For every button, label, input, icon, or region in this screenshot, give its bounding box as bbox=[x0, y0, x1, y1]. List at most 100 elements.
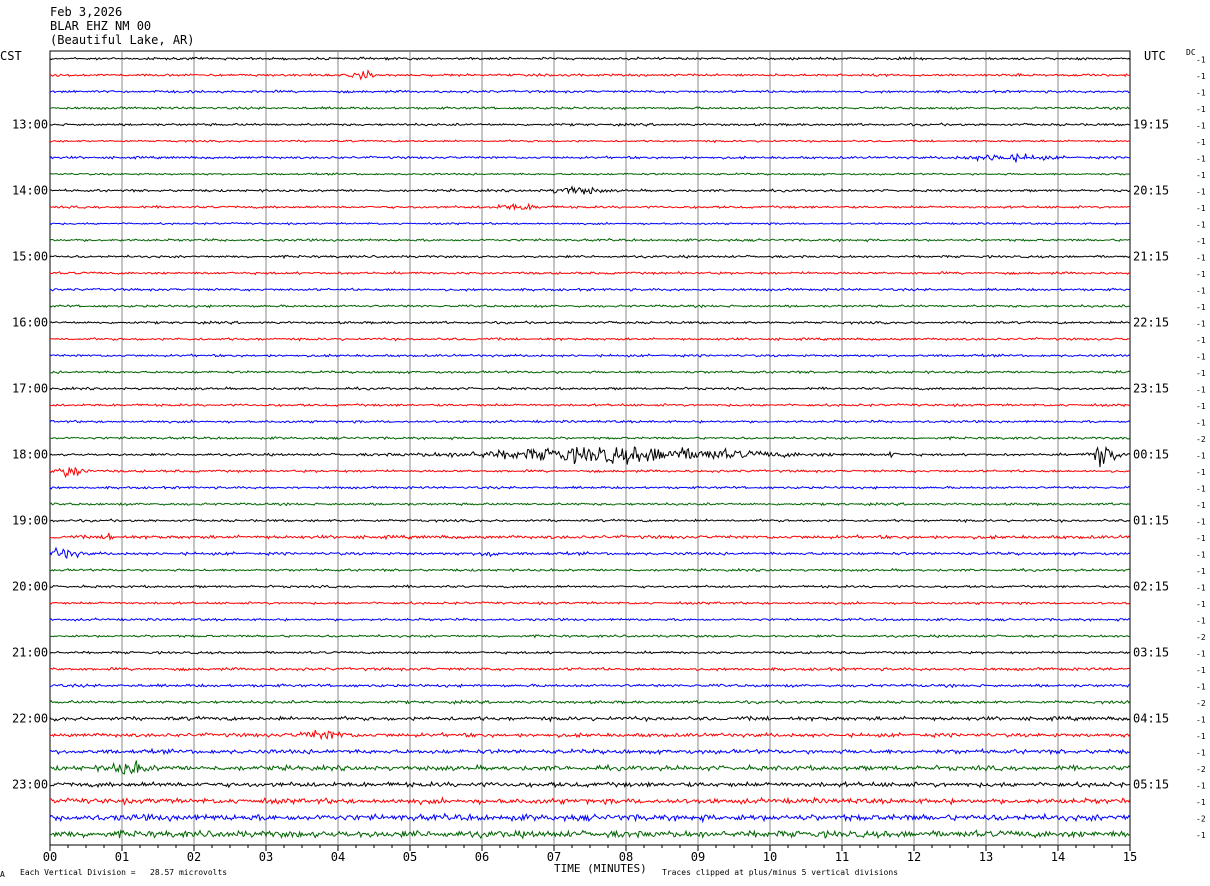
left-hour-label: 23:00 bbox=[12, 778, 48, 792]
dc-offset-label: -1 bbox=[1196, 683, 1206, 692]
plot-grid bbox=[49, 50, 1131, 851]
dc-offset-label: -1 bbox=[1196, 666, 1206, 675]
dc-offset-label: -2 bbox=[1196, 699, 1206, 708]
dc-offset-label: -1 bbox=[1196, 353, 1206, 362]
dc-offset-label: -1 bbox=[1196, 72, 1206, 81]
station-location: (Beautiful Lake, AR) bbox=[50, 33, 195, 47]
seismic-trace bbox=[49, 747, 1131, 756]
seismic-trace bbox=[49, 780, 1131, 789]
dc-offset-label: -1 bbox=[1196, 468, 1206, 477]
plot-date: Feb 3,2026 bbox=[50, 5, 123, 19]
right-hour-label: 03:15 bbox=[1133, 646, 1169, 660]
dc-offset-label: -1 bbox=[1196, 188, 1206, 197]
seismic-trace bbox=[49, 485, 1131, 490]
right-hour-label: 02:15 bbox=[1133, 580, 1169, 594]
dc-offset-label: -1 bbox=[1196, 287, 1206, 296]
seismic-trace bbox=[49, 106, 1131, 111]
scale-note: Each Vertical Division = 28.57 microvolt… bbox=[20, 868, 228, 877]
x-tick-label: 05 bbox=[403, 850, 417, 864]
seismic-trace bbox=[49, 122, 1131, 127]
dc-offset-label: -2 bbox=[1196, 435, 1206, 444]
x-tick-label: 06 bbox=[475, 850, 489, 864]
dc-offset-label: -1 bbox=[1196, 320, 1206, 329]
x-tick-label: 08 bbox=[619, 850, 633, 864]
station-code: BLAR EHZ NM 00 bbox=[50, 19, 152, 33]
dc-offset-label: -1 bbox=[1196, 617, 1206, 626]
seismic-trace bbox=[49, 546, 1131, 559]
dc-offset-label: -1 bbox=[1196, 452, 1206, 461]
axis-labels: 00 01 02 03 04 05 06 07 08 09 10 11 12 13 14 15 -1 -1 -1 -1… bbox=[12, 56, 1206, 864]
seismic-trace bbox=[49, 715, 1131, 723]
corner-mark: A bbox=[0, 870, 5, 879]
seismic-trace bbox=[49, 466, 1131, 479]
left-hour-label: 16:00 bbox=[12, 316, 48, 330]
seismic-trace bbox=[49, 202, 1131, 212]
plot-frame bbox=[49, 50, 1131, 846]
x-tick-label: 13 bbox=[979, 850, 993, 864]
right-hour-label: 20:15 bbox=[1133, 184, 1169, 198]
dc-offset-label: -2 bbox=[1196, 633, 1206, 642]
dc-offset-label: -1 bbox=[1196, 567, 1206, 576]
seismic-trace bbox=[49, 172, 1131, 176]
seismic-trace bbox=[49, 185, 1131, 195]
left-timezone-label: CST bbox=[0, 49, 22, 63]
left-hour-label: 19:00 bbox=[12, 514, 48, 528]
x-axis-title: TIME (MINUTES) bbox=[554, 862, 647, 875]
right-hour-label: 05:15 bbox=[1133, 778, 1169, 792]
dc-offset-label: -1 bbox=[1196, 369, 1206, 378]
dc-offset-label: -1 bbox=[1196, 485, 1206, 494]
dc-offset-label: -1 bbox=[1196, 749, 1206, 758]
seismic-trace bbox=[49, 89, 1131, 94]
dc-offset-label: -1 bbox=[1196, 122, 1206, 131]
dc-offset-label: -1 bbox=[1196, 831, 1206, 840]
dc-offset-label: -1 bbox=[1196, 155, 1206, 164]
dc-offset-label: -1 bbox=[1196, 303, 1206, 312]
x-tick-label: 01 bbox=[115, 850, 129, 864]
seismic-trace bbox=[49, 634, 1131, 639]
seismic-trace bbox=[49, 683, 1131, 689]
seismic-trace bbox=[49, 221, 1131, 226]
seismic-trace bbox=[49, 812, 1131, 824]
dc-offset-label: -1 bbox=[1196, 56, 1206, 65]
seismic-trace bbox=[49, 336, 1131, 342]
seismic-trace bbox=[49, 69, 1131, 81]
dc-offset-label: -1 bbox=[1196, 419, 1206, 428]
seismic-trace bbox=[49, 445, 1131, 468]
left-hour-label: 18:00 bbox=[12, 448, 48, 462]
dc-offset-label: -1 bbox=[1196, 171, 1206, 180]
seismic-trace bbox=[49, 532, 1131, 542]
seismic-trace bbox=[49, 304, 1131, 309]
x-tick-label: 12 bbox=[907, 850, 921, 864]
seismic-trace bbox=[49, 270, 1131, 276]
dc-label: DC bbox=[1186, 48, 1196, 57]
dc-offset-label: -1 bbox=[1196, 650, 1206, 659]
seismic-trace bbox=[49, 237, 1131, 243]
dc-offset-label: -1 bbox=[1196, 204, 1206, 213]
x-tick-label: 02 bbox=[187, 850, 201, 864]
seismic-trace bbox=[49, 729, 1131, 741]
dc-offset-label: -1 bbox=[1196, 386, 1206, 395]
left-hour-label: 17:00 bbox=[12, 382, 48, 396]
dc-offset-label: -1 bbox=[1196, 501, 1206, 510]
seismic-trace bbox=[49, 666, 1131, 672]
seismic-trace bbox=[49, 386, 1131, 391]
seismic-trace bbox=[49, 617, 1131, 622]
seismic-trace bbox=[49, 419, 1131, 424]
left-hour-label: 14:00 bbox=[12, 184, 48, 198]
x-tick-label: 15 bbox=[1123, 850, 1137, 864]
seismic-trace bbox=[49, 760, 1131, 775]
seismic-trace bbox=[49, 320, 1131, 325]
seismic-trace bbox=[49, 435, 1131, 441]
dc-offset-label: -1 bbox=[1196, 584, 1206, 593]
left-hour-label: 20:00 bbox=[12, 580, 48, 594]
dc-offset-label: -1 bbox=[1196, 237, 1206, 246]
seismic-trace bbox=[49, 518, 1131, 524]
x-tick-label: 00 bbox=[43, 850, 57, 864]
seismic-trace bbox=[49, 254, 1131, 260]
dc-offset-label: -1 bbox=[1196, 336, 1206, 345]
x-tick-label: 10 bbox=[763, 850, 777, 864]
seismic-trace bbox=[49, 287, 1131, 292]
left-hour-label: 13:00 bbox=[12, 118, 48, 132]
seismic-trace bbox=[49, 650, 1131, 655]
